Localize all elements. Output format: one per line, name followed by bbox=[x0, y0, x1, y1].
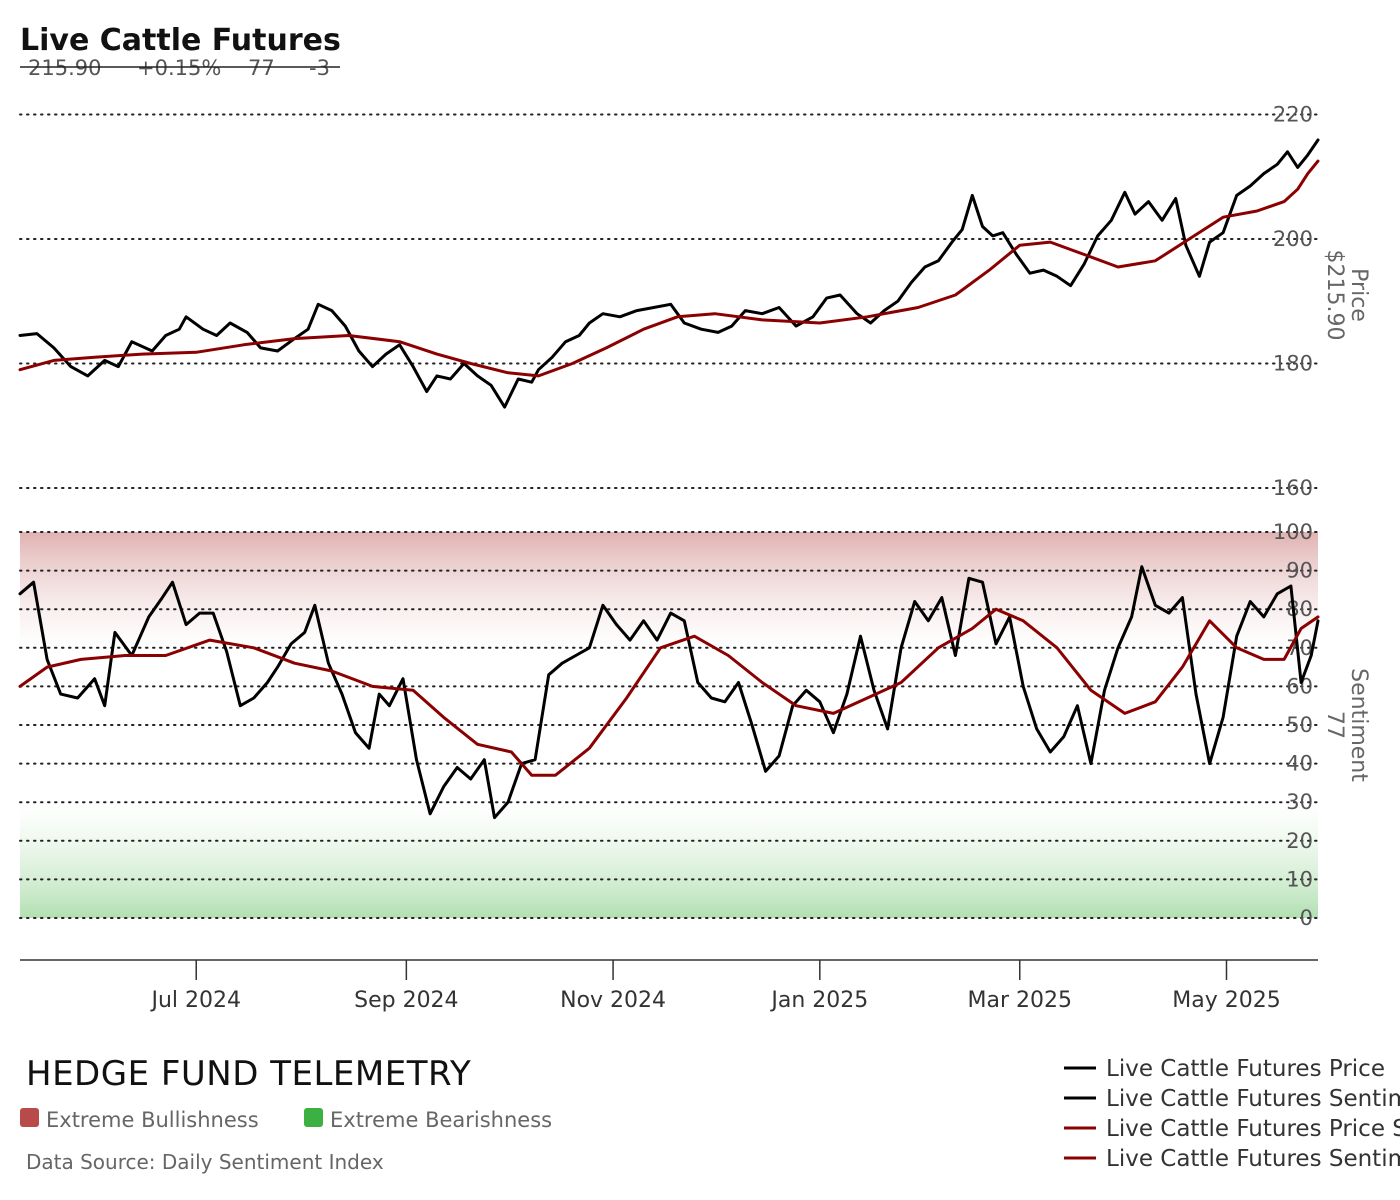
sentiment-axis-title: Sentiment bbox=[1346, 668, 1371, 782]
header-sentiment: 77 bbox=[248, 56, 275, 80]
legend-item-sentiment-smoothed[interactable]: Live Cattle Futures Sentim bbox=[1064, 1146, 1400, 1172]
header-sentiment-change: -3 bbox=[309, 56, 330, 80]
x-tick-label: Mar 2025 bbox=[968, 988, 1073, 1013]
extreme-bull-zone bbox=[20, 532, 1318, 648]
sentiment-smoothed-line bbox=[18, 607, 1320, 777]
sentiment-raw-line bbox=[18, 565, 1320, 820]
legend-item-price[interactable]: Live Cattle Futures Price bbox=[1064, 1056, 1385, 1082]
sentiment-tick-label: 10 bbox=[1286, 867, 1313, 891]
sentiment-tick-label: 100 bbox=[1273, 520, 1313, 544]
data-source: Data Source: Daily Sentiment Index bbox=[26, 1150, 384, 1174]
series-legend: Live Cattle Futures Price Live Cattle Fu… bbox=[1064, 1056, 1400, 1172]
x-tick-label: Jan 2025 bbox=[769, 988, 868, 1013]
legend-label-price: Live Cattle Futures Price bbox=[1106, 1056, 1385, 1082]
sentiment-tick-label: 80 bbox=[1286, 597, 1313, 621]
header-price: 215.90 bbox=[28, 56, 101, 80]
sentiment-tick-label: 30 bbox=[1286, 790, 1313, 814]
price-smoothed-line bbox=[18, 159, 1320, 378]
bear-legend-label: Extreme Bearishness bbox=[330, 1108, 552, 1132]
price-tick-label: 220 bbox=[1273, 102, 1313, 126]
legend-item-sentiment[interactable]: Live Cattle Futures Sentim bbox=[1064, 1086, 1400, 1112]
legend-label-sentiment: Live Cattle Futures Sentim bbox=[1106, 1086, 1400, 1112]
price-tick-label: 160 bbox=[1273, 476, 1313, 500]
price-tick-label: 180 bbox=[1273, 351, 1313, 375]
price-grid: 160 180 200 220 bbox=[19, 102, 1319, 500]
extreme-bear-zone bbox=[20, 802, 1318, 918]
x-tick-label: Nov 2024 bbox=[560, 988, 666, 1013]
sentiment-tick-label: 50 bbox=[1286, 713, 1313, 737]
sentiment-tick-label: 20 bbox=[1286, 829, 1313, 853]
brand-title: HEDGE FUND TELEMETRY bbox=[26, 1054, 471, 1094]
price-axis-title: Price bbox=[1346, 268, 1371, 322]
header-stats: 215.90 +0.15% 77 -3 bbox=[20, 56, 340, 80]
sentiment-tick-label: 0 bbox=[1300, 906, 1313, 930]
series-layer bbox=[18, 138, 1320, 820]
sentiment-tick-label: 40 bbox=[1286, 752, 1313, 776]
x-tick-label: May 2025 bbox=[1172, 988, 1280, 1013]
x-tick-label: Jul 2024 bbox=[149, 988, 241, 1013]
sentiment-axis-title-group: Sentiment 77 bbox=[1322, 668, 1371, 782]
legend-label-price-smoothed: Live Cattle Futures Price S bbox=[1106, 1116, 1400, 1142]
sentiment-axis-value: 77 bbox=[1322, 711, 1347, 739]
bull-legend-label: Extreme Bullishness bbox=[46, 1108, 259, 1132]
x-tick-label: Sep 2024 bbox=[354, 988, 458, 1013]
price-raw-line bbox=[18, 138, 1320, 409]
bear-legend-swatch bbox=[304, 1108, 323, 1127]
price-tick-label: 200 bbox=[1273, 227, 1313, 251]
legend-item-price-smoothed[interactable]: Live Cattle Futures Price S bbox=[1064, 1116, 1400, 1142]
x-axis-ticks: Jul 2024 Sep 2024 Nov 2024 Jan 2025 Mar 2025… bbox=[149, 960, 1281, 1013]
price-axis-value: $215.90 bbox=[1322, 250, 1347, 341]
bull-legend-swatch bbox=[20, 1108, 39, 1127]
header-change-pct: +0.15% bbox=[137, 56, 221, 80]
price-axis-title-group: Price $215.90 bbox=[1322, 250, 1371, 341]
zone-legend: Extreme Bullishness Extreme Bearishness bbox=[20, 1108, 552, 1132]
sentiment-tick-label: 90 bbox=[1286, 559, 1313, 583]
legend-label-sentiment-smoothed: Live Cattle Futures Sentim bbox=[1106, 1146, 1400, 1172]
chart-title: Live Cattle Futures bbox=[20, 23, 341, 58]
